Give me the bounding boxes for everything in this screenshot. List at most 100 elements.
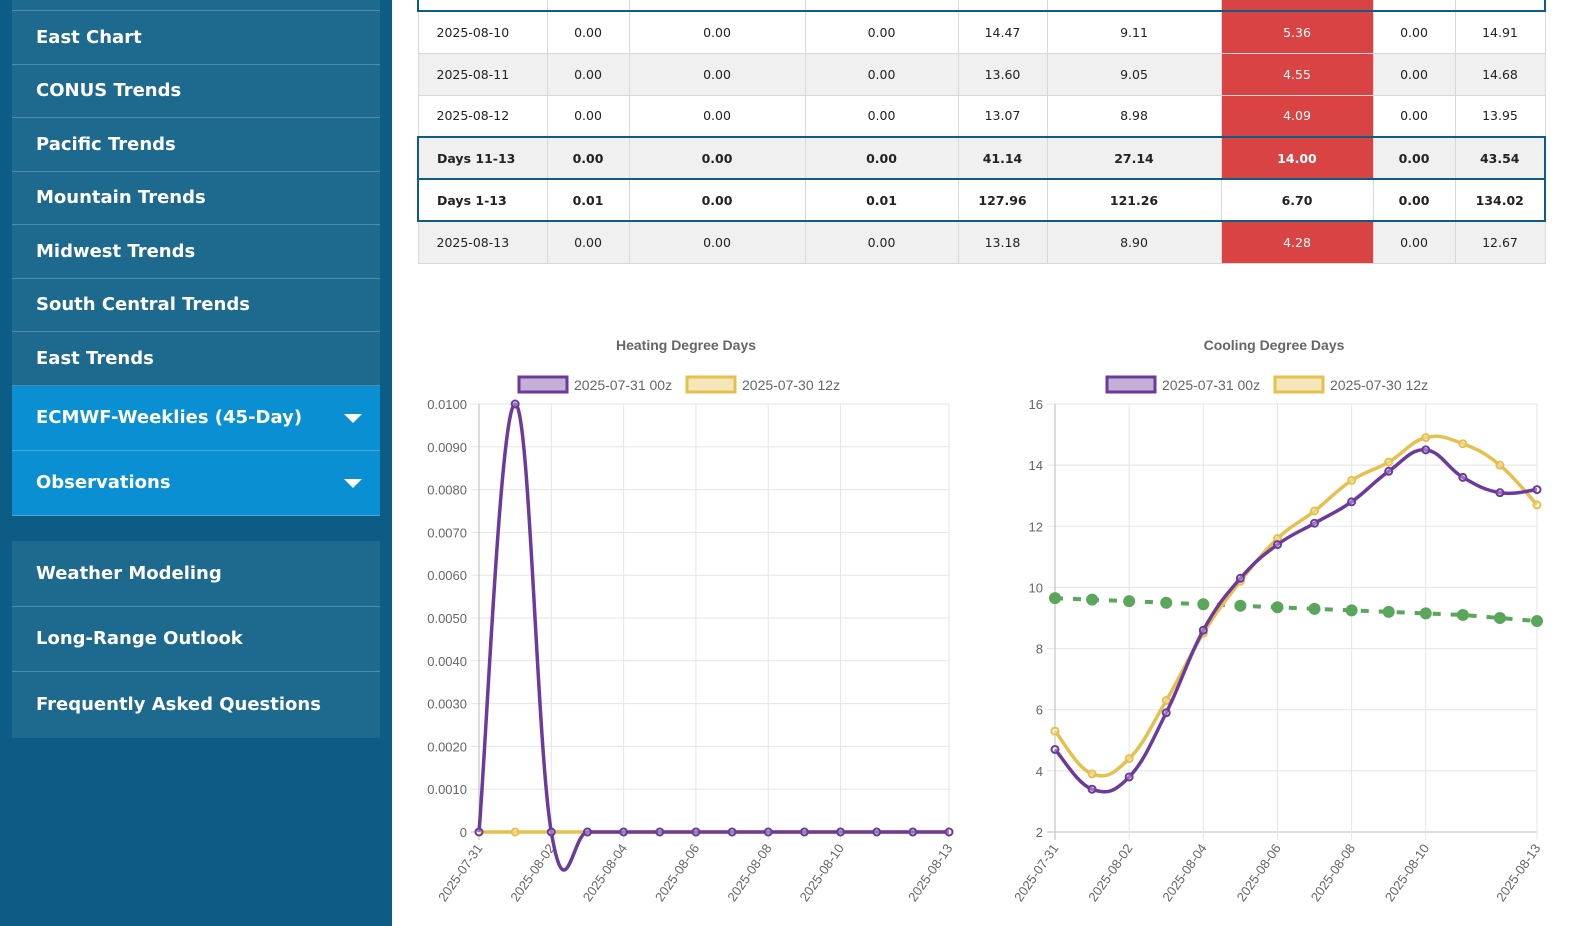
y-tick-label: 16: [1029, 397, 1043, 412]
data-point: [1271, 601, 1284, 614]
x-tick-label: 2025-08-10: [797, 841, 847, 904]
data-point: [727, 827, 737, 837]
data-point: [836, 827, 846, 837]
sidebar-item-faq[interactable]: Frequently Asked Questions: [12, 672, 380, 738]
x-tick-label: 2025-08-13: [1493, 841, 1543, 904]
table-cell: 0.00: [804, 52, 959, 96]
y-tick-label: 0.0090: [427, 440, 467, 455]
series-line: [1054, 596, 1538, 624]
chart-title: Heating Degree Days: [616, 337, 756, 353]
degree-day-table: 2025-08-10 0.00 0.00 0.00 14.47 9.11 5.36 0.00 1…: [417, 0, 1546, 264]
legend-label: 2025-07-30 12z: [742, 377, 840, 393]
table-cell: 13.18: [957, 220, 1048, 264]
legend-label: 2025-07-30 12z: [1330, 377, 1428, 393]
data-point: [1384, 457, 1394, 467]
table-cell: 134.02: [1454, 178, 1546, 222]
sidebar-item-label: East Chart: [36, 26, 142, 48]
data-point: [1161, 708, 1171, 718]
data-point: [1384, 466, 1394, 476]
table-cell: 0.00: [546, 52, 630, 96]
sidebar-item-label: Pacific Trends: [36, 133, 176, 155]
table-cell: 0.00: [628, 52, 806, 96]
data-point: [474, 827, 484, 837]
x-tick-label: 2025-07-31: [1011, 841, 1061, 904]
data-point: [1308, 602, 1321, 615]
sidebar-item-midwest-trends[interactable]: Midwest Trends: [12, 225, 380, 279]
data-point: [1087, 784, 1097, 794]
sidebar-item-conus-trends[interactable]: CONUS Trends: [12, 64, 380, 118]
table-cell: 0.00: [1372, 10, 1456, 54]
data-point: [1235, 573, 1245, 583]
table-cell: [1454, 0, 1546, 12]
data-point: [691, 827, 701, 837]
data-point: [1421, 445, 1431, 455]
table-cell: 14.91: [1454, 10, 1546, 54]
sidebar-item-label: CONUS Trends: [36, 80, 182, 102]
data-point: [1124, 754, 1134, 764]
chevron-down-icon[interactable]: [344, 413, 362, 423]
y-tick-label: 4: [1036, 764, 1043, 779]
heating-degree-days-chart: Heating Degree Days 2025-07-31 00z 2025-07…: [427, 337, 955, 904]
y-tick-label: 0.0080: [427, 483, 467, 498]
sidebar-item-ecmwf-weeklies[interactable]: ECMWF-Weeklies (45-Day): [12, 385, 380, 451]
data-point: [1234, 599, 1247, 612]
data-point: [1382, 605, 1395, 618]
data-point: [1272, 540, 1282, 550]
table-cell: 0.00: [804, 220, 959, 264]
table-cell: 0.00: [628, 136, 806, 180]
sidebar-item-hidden[interactable]: [12, 0, 380, 11]
data-point: [1493, 612, 1506, 624]
y-tick-label: 12: [1029, 519, 1043, 534]
chevron-down-icon[interactable]: [344, 478, 362, 488]
data-point: [799, 827, 809, 837]
data-point: [1310, 506, 1320, 516]
x-tick-label: 2025-08-02: [1085, 841, 1135, 904]
data-point: [1050, 726, 1060, 736]
table-cell: 0.00: [546, 10, 630, 54]
data-point: [1160, 596, 1173, 609]
table-cell: 0.00: [1372, 136, 1456, 180]
y-tick-label: 10: [1029, 580, 1043, 595]
data-point: [1347, 475, 1357, 485]
data-point: [944, 827, 954, 837]
sidebar-item-south-central-trends[interactable]: South Central Trends: [12, 278, 380, 332]
legend-swatch: [1105, 375, 1157, 394]
sidebar-item-observations[interactable]: Observations: [12, 450, 380, 516]
data-point: [1123, 595, 1136, 608]
table-row: Days 11-13 0.00 0.00 0.00 41.14 27.14 14.00 0.0…: [417, 136, 1546, 180]
y-tick-label: 2: [1036, 825, 1043, 840]
table-cell: 4.28: [1220, 220, 1374, 264]
sidebar-item-weather-modeling[interactable]: Weather Modeling: [12, 541, 380, 607]
table-cell: 0.00: [804, 136, 959, 180]
table-cell: 0.00: [628, 220, 806, 264]
sidebar-item-pacific-trends[interactable]: Pacific Trends: [12, 118, 380, 172]
data-point: [1197, 598, 1210, 611]
legend-label: 2025-07-31 00z: [574, 377, 672, 393]
sidebar-item-long-range-outlook[interactable]: Long-Range Outlook: [12, 606, 380, 672]
table-cell: 14.00: [1220, 136, 1374, 180]
y-tick-label: 0: [460, 825, 467, 840]
table-row: 2025-08-10 0.00 0.00 0.00 14.47 9.11 5.36 0.00 1…: [417, 10, 1546, 54]
data-point: [1161, 696, 1171, 706]
row-label: Days 11-13: [417, 136, 548, 180]
row-label: Days 1-13: [417, 178, 548, 222]
series-line: [1053, 448, 1538, 794]
y-tick-label: 8: [1036, 642, 1043, 657]
sidebar-item-east-chart[interactable]: East Chart: [12, 11, 380, 65]
x-tick-label: 2025-08-06: [1233, 841, 1283, 904]
table-cell: 43.54: [1454, 136, 1546, 180]
data-point: [1086, 593, 1099, 606]
sidebar-item-mountain-trends[interactable]: Mountain Trends: [12, 171, 380, 225]
data-point: [1531, 615, 1543, 628]
chart-title: Cooling Degree Days: [1204, 337, 1345, 353]
sidebar-item-east-trends[interactable]: East Trends: [12, 332, 380, 386]
y-tick-label: 0.0070: [427, 525, 467, 540]
y-tick-label: 0.0010: [427, 782, 467, 797]
table-cell: 6.70: [1220, 178, 1374, 222]
main-content: 2025-08-10 0.00 0.00 0.00 14.47 9.11 5.36 0.00 1…: [392, 0, 1576, 926]
data-point: [1419, 607, 1432, 620]
series-line: [477, 402, 949, 872]
x-tick-label: 2025-08-02: [507, 841, 557, 904]
table-cell: 8.90: [1046, 220, 1222, 264]
table-row: 2025-08-13 0.00 0.00 0.00 13.18 8.90 4.28 0.00 1…: [417, 220, 1546, 264]
